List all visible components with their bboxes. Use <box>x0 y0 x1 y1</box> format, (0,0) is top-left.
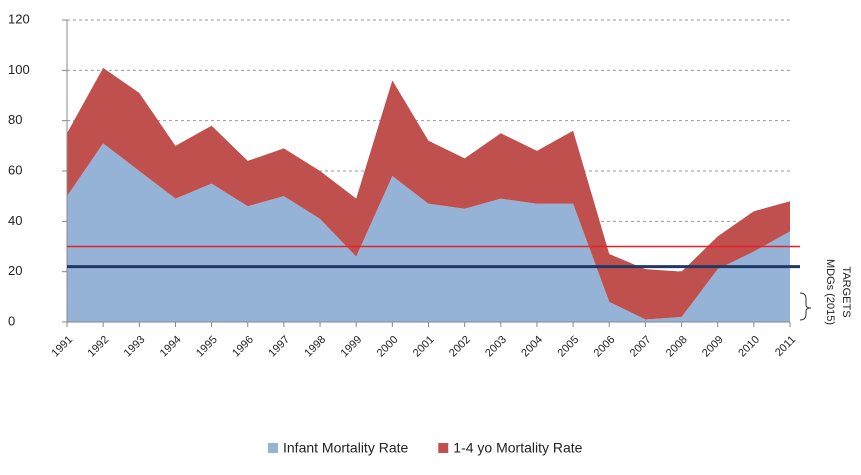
areas <box>67 67 790 322</box>
x-tick-label: 1992 <box>86 334 112 360</box>
x-tick-label: 2009 <box>700 334 726 360</box>
y-tick-label: 0 <box>8 313 15 328</box>
x-tick-label: 2010 <box>736 334 762 360</box>
annotation: TARGETS <box>840 266 852 317</box>
y-tick-label: 80 <box>8 112 22 127</box>
y-tick-label: 120 <box>8 11 30 26</box>
x-tick-label: 2008 <box>664 334 690 360</box>
x-tick-label: 1997 <box>266 334 292 360</box>
y-tick-label: 60 <box>8 162 22 177</box>
x-tick-label: 2000 <box>375 334 401 360</box>
legend-swatch <box>268 443 278 453</box>
annotation: MDGs (2015) <box>824 259 836 325</box>
x-tick-label: 2005 <box>555 334 581 360</box>
x-tick-label: 2011 <box>773 334 798 359</box>
x-tick-label: 2001 <box>411 334 437 360</box>
x-tick-label: 1999 <box>339 334 365 360</box>
y-tick-label: 20 <box>8 263 22 278</box>
y-tick-label: 100 <box>8 62 30 77</box>
x-tick-label: 2007 <box>628 334 654 360</box>
x-tick-label: 1994 <box>158 334 184 360</box>
y-tick-label: 40 <box>8 213 22 228</box>
area <box>67 67 790 320</box>
x-tick-label: 1998 <box>302 334 328 360</box>
x-tick-label: 1991 <box>49 334 75 360</box>
legend-label: Infant Mortality Rate <box>283 440 408 456</box>
x-tick-label: 2004 <box>519 334 545 360</box>
legend-swatch <box>438 443 449 453</box>
legend-label: 1-4 yo Mortality Rate <box>453 440 582 456</box>
x-tick-label: 2003 <box>483 334 509 360</box>
brace <box>799 292 812 321</box>
x-tick-label: 1995 <box>194 334 220 360</box>
area <box>67 143 790 322</box>
x-tick-label: 1993 <box>122 334 148 360</box>
x-tick-label: 1996 <box>230 334 256 360</box>
x-tick-label: 2002 <box>447 334 473 360</box>
x-tick-label: 2006 <box>592 334 618 360</box>
